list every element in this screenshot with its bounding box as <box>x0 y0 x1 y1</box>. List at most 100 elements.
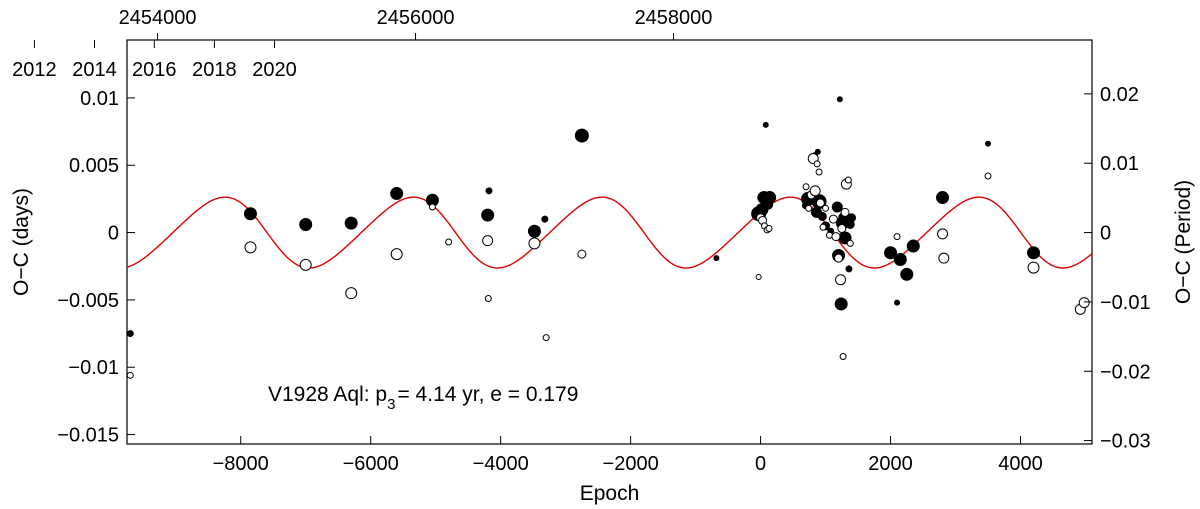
data-point-secondary <box>805 204 813 212</box>
data-point-primary <box>541 215 549 223</box>
data-point-secondary <box>126 371 134 379</box>
data-point-secondary <box>528 237 541 250</box>
y-tick-label: −0.005 <box>57 290 119 312</box>
data-point-primary <box>485 187 493 195</box>
year-tick-label: 2020 <box>252 59 297 81</box>
data-point-primary <box>884 246 898 260</box>
data-point-secondary <box>428 203 436 211</box>
data-point-secondary <box>1078 297 1090 309</box>
x-tick-label: −2000 <box>603 453 659 475</box>
y-axis-title-left: O−C (days) <box>10 188 33 296</box>
data-point-secondary <box>837 224 847 234</box>
jd-tick-label: 2454000 <box>119 7 197 29</box>
annotation-star: V1928 Aql: p <box>268 383 387 406</box>
data-point-primary <box>836 96 843 103</box>
data-point-primary <box>390 187 404 201</box>
annotation-subscript: 3 <box>387 396 395 413</box>
data-point-primary <box>831 201 843 213</box>
y-tick-label: −0.01 <box>68 357 119 379</box>
jd-tick-label: 2458000 <box>635 7 713 29</box>
data-point-secondary <box>937 228 949 240</box>
y-tick-label: −0.015 <box>57 425 119 447</box>
data-point-secondary <box>299 258 312 271</box>
x-tick-label: −4000 <box>473 453 529 475</box>
data-point-primary <box>893 253 907 267</box>
x-tick-label: 0 <box>755 453 766 475</box>
data-point-secondary <box>839 352 847 360</box>
data-point-secondary <box>938 252 950 264</box>
jd-tick-label: 2456000 <box>377 7 455 29</box>
annotation: V1928 Aql: p3= 4.14 yr, e = 0.179 <box>268 383 578 413</box>
data-point-primary <box>817 211 827 221</box>
y2-tick-label: 0.01 <box>1100 153 1139 175</box>
data-point-secondary <box>577 249 587 259</box>
data-point-primary <box>481 208 495 222</box>
x-tick-label: −6000 <box>343 453 399 475</box>
year-tick-label: 2018 <box>192 59 237 81</box>
data-point-secondary <box>815 168 823 176</box>
data-point-primary <box>574 128 589 143</box>
x-tick-label: −8000 <box>213 453 269 475</box>
fit-curve-layer <box>126 196 1093 269</box>
data-points-layer <box>126 96 1090 379</box>
data-point-primary <box>762 121 769 128</box>
data-point-secondary <box>831 232 841 242</box>
data-point-primary <box>847 213 857 223</box>
data-point-primary <box>906 239 920 253</box>
data-point-primary <box>845 265 853 273</box>
data-point-secondary <box>390 248 403 261</box>
y-axis-title-right: O−C (Period) <box>1172 180 1195 304</box>
y-tick-label: 0 <box>108 223 119 245</box>
data-point-secondary <box>828 214 838 224</box>
x-tick-label: 4000 <box>998 453 1043 475</box>
data-point-primary <box>243 207 257 221</box>
year-tick-label: 2014 <box>72 59 117 81</box>
data-point-primary <box>299 217 313 231</box>
data-point-secondary <box>802 183 810 191</box>
data-point-secondary <box>984 172 992 180</box>
data-point-primary <box>900 267 914 281</box>
data-point-secondary <box>1027 261 1040 274</box>
data-point-secondary <box>809 185 821 197</box>
y2-tick-label: 0 <box>1100 223 1111 245</box>
y2-tick-label: −0.01 <box>1100 292 1151 314</box>
axes-layer: −8000−6000−4000−200002000400020002002200… <box>12 7 1151 475</box>
plot-area <box>126 39 1093 445</box>
y2-tick-label: −0.03 <box>1100 431 1151 453</box>
year-tick-label: 2016 <box>132 59 177 81</box>
data-point-secondary <box>840 207 850 217</box>
data-point-primary <box>936 191 950 205</box>
data-point-secondary <box>244 241 257 254</box>
data-point-secondary <box>893 233 901 241</box>
data-point-primary <box>126 330 134 338</box>
x-tick-label: 2000 <box>868 453 913 475</box>
fit-curve <box>126 196 1093 269</box>
y2-tick-label: 0.02 <box>1100 84 1139 106</box>
annotation-params: = 4.14 yr, e = 0.179 <box>397 383 578 406</box>
x-axis-title: Epoch <box>580 482 640 505</box>
data-point-secondary <box>813 160 821 168</box>
data-point-secondary <box>834 253 844 263</box>
data-point-primary <box>763 191 777 205</box>
data-point-secondary <box>542 334 550 342</box>
data-point-primary <box>814 148 821 155</box>
y-tick-label: 0.005 <box>69 155 119 177</box>
data-point-secondary <box>765 225 773 233</box>
y-tick-label: 0.01 <box>80 88 119 110</box>
data-point-primary <box>344 216 358 230</box>
data-point-primary <box>985 140 992 147</box>
data-point-secondary <box>844 176 852 184</box>
data-point-secondary <box>846 239 854 247</box>
data-point-secondary <box>819 223 827 231</box>
data-point-secondary <box>482 235 494 247</box>
data-point-secondary <box>484 295 492 303</box>
data-point-secondary <box>345 287 358 300</box>
data-point-secondary <box>815 198 825 208</box>
year-tick-label: 2012 <box>12 59 57 81</box>
data-point-primary <box>713 255 720 262</box>
data-point-secondary <box>755 274 762 281</box>
data-point-secondary <box>822 204 830 212</box>
data-point-secondary <box>835 274 847 286</box>
data-point-secondary <box>445 238 453 246</box>
